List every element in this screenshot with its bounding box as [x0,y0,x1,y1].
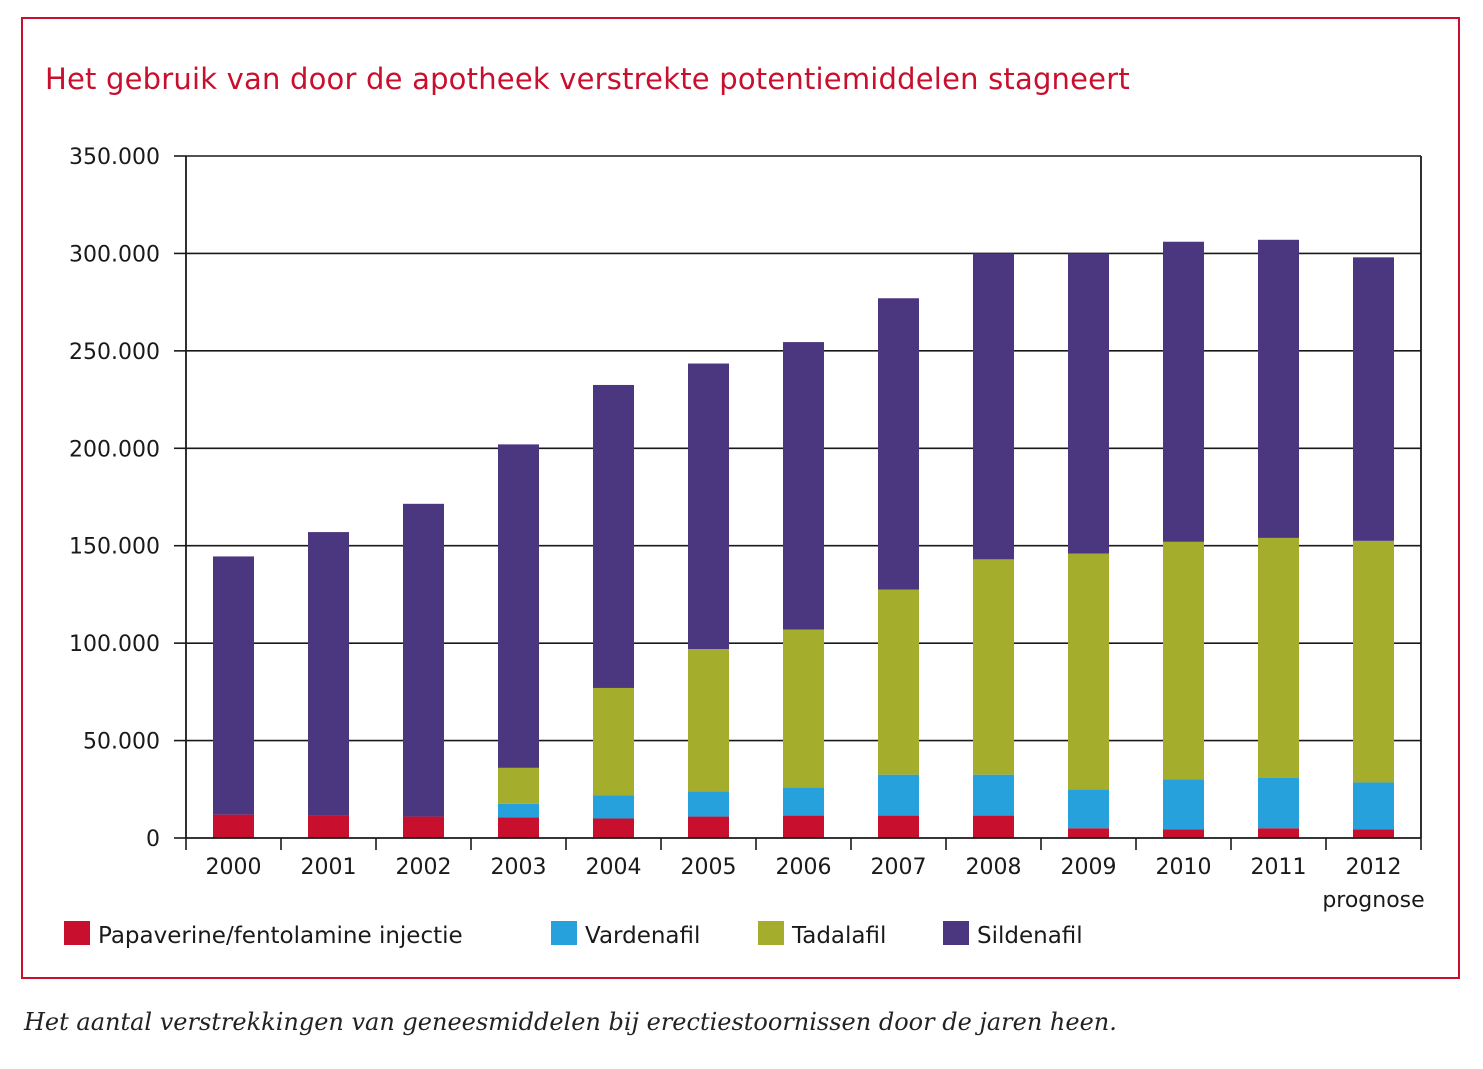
bar-papaverine-fentolamine-injectie-2004 [593,818,634,838]
bar-vardenafil-2005 [688,791,729,817]
bar-papaverine-fentolamine-injectie-2006 [783,815,824,838]
x-tick-label: 2002 [396,855,452,880]
legend: Papaverine/fentolamine injectie Vardenafi… [64,921,1083,949]
bar-sildenafil-2011 [1258,239,1299,538]
bar-sildenafil-2012 [1353,257,1394,541]
bar-sildenafil-2001 [308,532,349,816]
bar-papaverine-fentolamine-injectie-2005 [688,816,729,838]
bar-vardenafil-2006 [783,787,824,816]
figure-caption: Het aantal verstrekkingen van geneesmidd… [24,1008,1117,1036]
bar-sildenafil-2000 [213,556,254,815]
bar-papaverine-fentolamine-injectie-2010 [1163,829,1204,838]
bar-tadalafil-2012 [1353,540,1394,783]
bar-papaverine-fentolamine-injectie-2012 [1353,829,1394,838]
legend-swatch-tadalafil [758,921,784,945]
y-tick-label: 0 [146,827,160,852]
bar-papaverine-fentolamine-injectie-2001 [308,815,349,838]
x-tick-labels: 2000 2001 2002 2003 2004 2005 2006 2007 2008 2009… [206,855,1425,913]
y-tick-label: 150.000 [69,535,160,560]
y-tick-label: 250.000 [69,340,160,365]
x-tick-label: 2009 [1061,855,1117,880]
legend-swatch-papaverine-fentolamine-injectie [64,921,90,945]
bar-tadalafil-2005 [688,648,729,792]
bar-sildenafil-2002 [403,503,444,817]
bar-papaverine-fentolamine-injectie-2009 [1068,828,1109,838]
bar-sildenafil-2006 [783,342,824,630]
bar-sildenafil-2009 [1068,253,1109,554]
x-tick-label: 2012 [1346,855,1402,880]
y-tick-labels: 0 50.000 100.000 150.000 200.000 250.000 300.0… [69,145,160,852]
bar-papaverine-fentolamine-injectie-2002 [403,816,444,838]
bar-tadalafil-2008 [973,559,1014,775]
bar-tadalafil-2009 [1068,553,1109,790]
x-tick-label: 2007 [871,855,927,880]
bar-vardenafil-2004 [593,795,634,819]
bar-tadalafil-2003 [498,767,539,804]
legend-swatch-vardenafil [551,921,577,945]
bars [213,239,1394,838]
legend-label: Sildenafil [977,923,1083,949]
bar-vardenafil-2007 [878,774,919,816]
chart-frame [21,17,1460,979]
bar-tadalafil-2006 [783,629,824,788]
legend-label: Vardenafil [585,923,700,949]
y-tick-label: 50.000 [83,730,160,755]
x-tick-label: 2000 [206,855,262,880]
x-tick-label: 2005 [681,855,737,880]
bar-sildenafil-2010 [1163,241,1204,542]
x-tick-label: 2001 [301,855,357,880]
bar-sildenafil-2004 [593,384,634,688]
x-tick-sublabel: prognose [1322,888,1424,913]
bar-tadalafil-2007 [878,589,919,775]
bar-vardenafil-2010 [1163,779,1204,830]
bar-vardenafil-2012 [1353,782,1394,830]
bar-tadalafil-2004 [593,687,634,796]
y-tick-label: 300.000 [69,242,160,267]
x-tick-label: 2008 [966,855,1022,880]
bar-vardenafil-2003 [498,803,539,818]
x-tick-label: 2011 [1251,855,1307,880]
bar-sildenafil-2005 [688,363,729,649]
y-tick-label: 100.000 [69,632,160,657]
bar-tadalafil-2010 [1163,541,1204,780]
bar-vardenafil-2009 [1068,789,1109,829]
bar-vardenafil-2008 [973,774,1014,816]
legend-label: Papaverine/fentolamine injectie [98,923,463,949]
bar-papaverine-fentolamine-injectie-2007 [878,815,919,838]
bar-papaverine-fentolamine-injectie-2008 [973,815,1014,838]
x-tick-label: 2004 [586,855,642,880]
x-tick-label: 2006 [776,855,832,880]
y-tick-label: 350.000 [69,145,160,170]
bar-papaverine-fentolamine-injectie-2011 [1258,828,1299,838]
bar-tadalafil-2011 [1258,537,1299,778]
bar-sildenafil-2008 [973,253,1014,560]
legend-swatch-sildenafil [943,921,969,945]
legend-label: Tadalafil [791,923,886,949]
axes [174,155,1422,850]
stacked-bar-chart: 0 50.000 100.000 150.000 200.000 250.000 300.0… [64,145,1425,949]
bar-sildenafil-2007 [878,298,919,590]
bar-vardenafil-2011 [1258,777,1299,829]
x-tick-label: 2003 [491,855,547,880]
y-tick-label: 200.000 [69,437,160,462]
bar-papaverine-fentolamine-injectie-2000 [213,814,254,838]
x-tick-label: 2010 [1156,855,1212,880]
chart-title: Het gebruik van door de apotheek verstre… [45,62,1130,96]
bar-papaverine-fentolamine-injectie-2003 [498,817,539,838]
bar-sildenafil-2003 [498,444,539,768]
